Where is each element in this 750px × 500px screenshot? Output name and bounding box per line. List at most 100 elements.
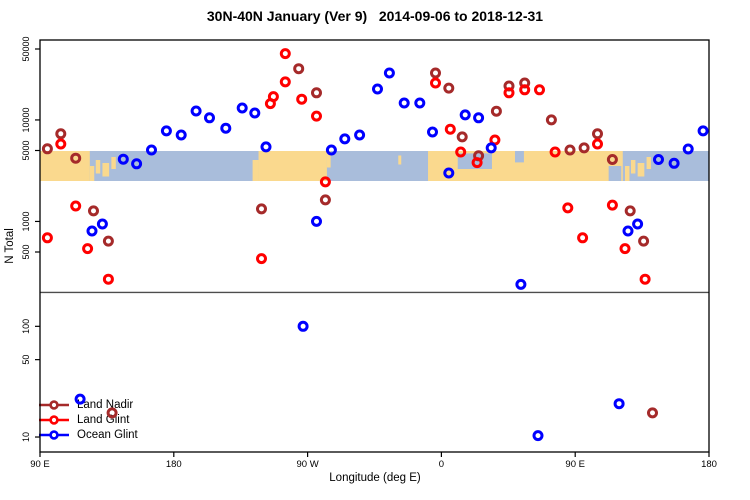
data-point-ocean-glint (515, 278, 527, 290)
data-point-ocean-glint (682, 143, 694, 155)
x-axis-title: Longitude (deg E) (329, 472, 421, 484)
data-point-ocean-glint (131, 158, 143, 170)
data-point-land-glint (455, 146, 467, 158)
data-point-land-glint (279, 48, 291, 60)
data-point-ocean-glint (236, 102, 248, 114)
data-point-ocean-glint (96, 218, 108, 230)
x-tick-label: 90 W (297, 459, 319, 470)
data-point-ocean-glint (175, 129, 187, 141)
data-point-land-nadir (430, 67, 441, 79)
land-glint-symbol-icon (39, 414, 69, 425)
y-tick-label: 5000 (21, 140, 31, 160)
data-point-ocean-glint (668, 157, 680, 169)
data-point-land-nadir (106, 407, 118, 419)
map-land-segment (258, 151, 327, 181)
data-point-ocean-glint (260, 141, 272, 153)
data-point-ocean-glint (613, 398, 625, 410)
legend-label: Ocean Glint (77, 428, 138, 441)
x-tick-label: 90 E (30, 459, 50, 470)
data-point-land-glint (70, 200, 82, 212)
legend-label: Land Nadir (77, 398, 134, 411)
data-point-land-nadir (256, 203, 267, 215)
data-point-ocean-glint (459, 109, 471, 121)
legend-item-land-nadir: Land Nadir (37, 397, 138, 412)
data-point-land-glint (577, 232, 589, 244)
data-point-ocean-glint (383, 67, 395, 79)
data-point-land-nadir (88, 205, 99, 217)
data-point-ocean-glint (398, 97, 410, 109)
map-land-segment (398, 155, 402, 165)
y-tick-label: 10000 (21, 107, 31, 132)
data-point-land-nadir (443, 82, 455, 94)
legend-item-land-glint: Land Glint (37, 412, 138, 427)
data-point-ocean-glint (532, 430, 544, 442)
data-point-ocean-glint (622, 225, 634, 237)
data-point-land-nadir (319, 194, 331, 206)
map-land-segment (252, 160, 259, 181)
data-point-ocean-glint (697, 125, 709, 137)
data-point-land-glint (430, 77, 441, 89)
data-point-ocean-glint (204, 112, 215, 124)
map-land-segment (646, 157, 652, 169)
ocean-glint-symbol-icon (39, 429, 69, 440)
data-point-land-glint (503, 87, 515, 99)
data-point-ocean-glint (117, 153, 129, 165)
legend: Land Nadir Land Glint Ocean Glint (37, 397, 138, 442)
map-land-segment (111, 157, 116, 169)
y-tick-label: 100 (21, 319, 31, 334)
data-point-ocean-glint (485, 142, 497, 154)
data-point-land-nadir (102, 235, 114, 247)
y-tick-label: 50000 (21, 36, 31, 61)
map-land-segment (102, 163, 110, 177)
x-tick-label: 90 E (565, 459, 585, 470)
data-point-land-nadir (490, 105, 502, 117)
data-point-land-nadir (564, 144, 576, 156)
data-point-land-nadir (55, 128, 67, 140)
data-point-land-glint (592, 138, 603, 150)
plot-border (39, 39, 710, 453)
data-point-ocean-glint (86, 225, 98, 237)
x-tick-label: 180 (701, 459, 717, 470)
legend-item-ocean-glint: Ocean Glint (37, 427, 138, 442)
land-nadir-symbol-icon (39, 399, 69, 410)
data-point-ocean-glint (427, 126, 438, 138)
data-point-land-glint (471, 157, 483, 169)
data-point-land-nadir (41, 143, 53, 155)
data-point-land-glint (444, 123, 456, 135)
y-tick-label: 50 (21, 355, 31, 365)
data-point-ocean-glint (653, 154, 664, 165)
data-point-ocean-glint (146, 144, 157, 156)
data-point-land-glint (519, 84, 531, 96)
data-point-land-nadir (311, 87, 322, 99)
data-point-land-nadir (606, 154, 618, 165)
x-tick-label: 0 (439, 459, 444, 470)
data-point-land-glint (82, 243, 94, 255)
y-tick-label: 10 (21, 432, 31, 442)
map-land-segment (40, 151, 90, 181)
data-point-ocean-glint (249, 107, 261, 119)
data-point-ocean-glint (339, 133, 351, 145)
x-tick-label: 180 (166, 459, 182, 470)
map-land-segment (625, 166, 630, 181)
map-land-segment (326, 151, 331, 168)
data-point-land-nadir (70, 152, 82, 164)
data-point-ocean-glint (297, 320, 309, 332)
data-point-ocean-glint (443, 167, 455, 179)
data-point-ocean-glint (414, 97, 426, 109)
data-point-ocean-glint (220, 122, 232, 134)
data-point-land-glint (639, 273, 651, 285)
data-point-ocean-glint (354, 129, 366, 141)
data-point-ocean-glint (311, 215, 322, 227)
data-point-land-glint (606, 199, 618, 211)
data-point-land-glint (41, 232, 53, 244)
data-point-ocean-glint (160, 125, 172, 137)
data-point-land-nadir (647, 407, 658, 419)
y-tick-label: 1000 (21, 211, 31, 231)
data-point-ocean-glint (190, 105, 202, 117)
map-sea-patch (514, 151, 524, 163)
data-point-land-nadir (592, 128, 603, 140)
data-point-land-glint (619, 243, 631, 255)
data-point-land-glint (549, 146, 561, 158)
data-point-land-nadir (624, 205, 636, 217)
